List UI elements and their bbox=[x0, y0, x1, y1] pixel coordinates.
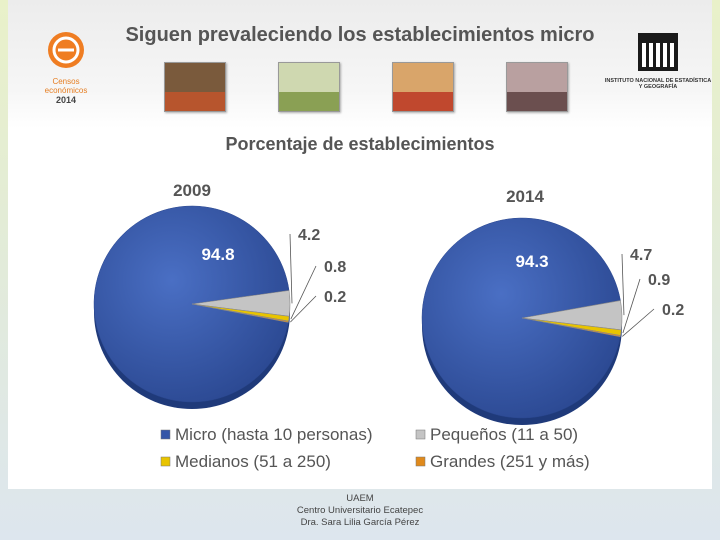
pie-2014-label-medianos: 0.9 bbox=[648, 272, 670, 289]
legend-label-medianos: Medianos (51 a 250) bbox=[175, 452, 331, 471]
legend-swatch-micro bbox=[160, 429, 171, 440]
legend: Micro (hasta 10 personas) Pequeños (11 a … bbox=[160, 425, 590, 471]
pie-2009-leader-medianos bbox=[290, 265, 317, 320]
legend-swatch-pequenos bbox=[415, 429, 426, 440]
inegi-logo-icon bbox=[638, 33, 678, 71]
pie-2009-year-label: 2009 bbox=[173, 181, 211, 200]
photo-shop-1 bbox=[164, 62, 226, 112]
legend-label-grandes: Grandes (251 y más) bbox=[430, 452, 590, 471]
pie-2014-label-grandes: 0.2 bbox=[662, 302, 684, 319]
pie-2014-slice-micro bbox=[421, 217, 621, 419]
pie-2014: 2014 94.3 4.7 0.9 0.2 bbox=[421, 187, 684, 425]
pie-2014-slice-grandes bbox=[521, 317, 621, 338]
chart-title: Porcentaje de establecimientos bbox=[225, 134, 495, 154]
pie-2009-leader-grandes bbox=[290, 295, 317, 323]
pie-2009-label-micro: 94.8 bbox=[201, 245, 234, 264]
legend-label-micro: Micro (hasta 10 personas) bbox=[175, 425, 372, 444]
pie-2014-leader-medianos bbox=[622, 278, 641, 334]
censos-logo: Censos económicos 2014 bbox=[38, 30, 94, 105]
header-band bbox=[8, 0, 712, 128]
photo-shop-4 bbox=[506, 62, 568, 112]
photo-shop-2 bbox=[278, 62, 340, 112]
photo-shop-3 bbox=[392, 62, 454, 112]
pie-2009-slice-grandes bbox=[191, 303, 289, 323]
pie-2014-year-label: 2014 bbox=[506, 187, 544, 206]
footer-institution: UAEM bbox=[346, 493, 374, 504]
legend-swatch-grandes bbox=[415, 456, 426, 467]
censos-logo-brand: Censos económicos bbox=[44, 77, 88, 95]
slide: Censos económicos 2014 Siguen prevalecie… bbox=[8, 0, 712, 489]
pie-2014-leader-grandes bbox=[622, 308, 655, 337]
pie-2009-label-pequenos: 4.2 bbox=[298, 227, 320, 244]
pie-2014-label-micro: 94.3 bbox=[515, 252, 548, 271]
pie-2009-label-grandes: 0.2 bbox=[324, 289, 346, 306]
pie-2014-label-pequenos: 4.7 bbox=[630, 247, 652, 264]
footer-campus: Centro Universitario Ecatepec bbox=[296, 505, 424, 516]
footer-author: Dra. Sara Lilia García Pérez bbox=[300, 517, 420, 528]
censos-logo-year: 2014 bbox=[55, 95, 77, 105]
slide-title: Siguen prevaleciendo los establecimiento… bbox=[125, 24, 595, 46]
pie-2009: 2009 94.8 4.20.8 0.2 bbox=[93, 181, 346, 410]
censos-logo-icon bbox=[48, 32, 84, 68]
footer: UAEM Centro Universitario Ecatepec Dra. … bbox=[0, 493, 720, 529]
pie-2014-leader-pequenos bbox=[621, 253, 625, 316]
pie-2009-label-medianos: 0.8 bbox=[324, 259, 346, 276]
legend-label-pequenos: Pequeños (11 a 50) bbox=[430, 425, 578, 444]
inegi-logo-subtitle: Instituto Nacional de Estadística y Geog… bbox=[604, 78, 712, 90]
pie-2009-slice-micro bbox=[93, 205, 290, 403]
pie-2009-leader-pequenos bbox=[289, 233, 293, 304]
legend-swatch-medianos bbox=[160, 456, 171, 467]
inegi-logo: Instituto Nacional de Estadística y Geog… bbox=[604, 33, 712, 99]
